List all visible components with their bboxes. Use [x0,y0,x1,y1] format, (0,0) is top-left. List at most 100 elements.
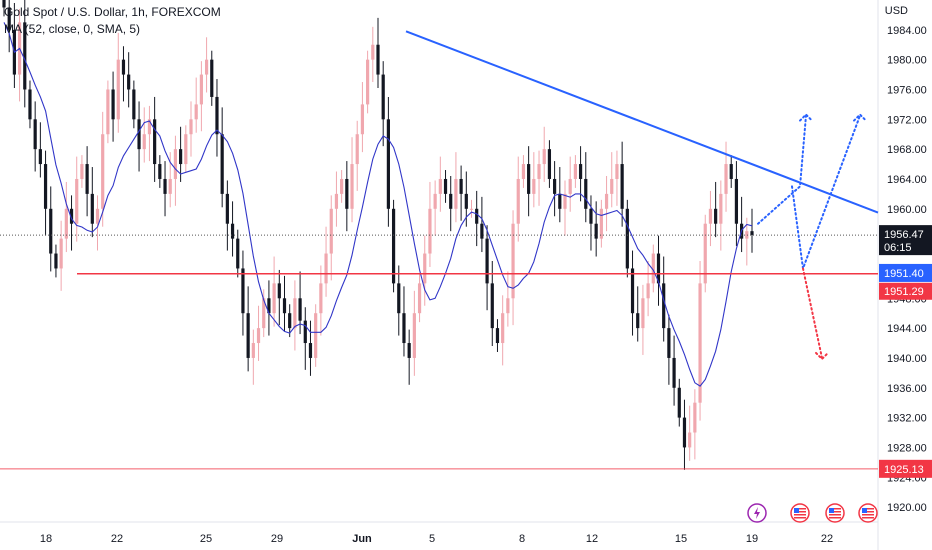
flag-stripe [829,514,841,516]
candle-body [340,178,344,194]
candle-body [7,7,11,30]
candle-body [2,0,6,8]
candle-body [480,223,484,239]
flag-stripe [862,517,874,519]
candle-body [262,298,266,329]
candle-body [625,208,629,269]
candle-body [506,298,510,314]
flag-stripe [794,508,806,510]
candle-body [319,283,323,314]
candle-body [69,208,74,224]
candle-body [137,119,141,150]
candle-body [485,238,489,284]
bottom-level-label-bg [879,459,932,478]
last-price-badge-bg [879,225,932,256]
candle-body [662,283,666,329]
x-tick-label: 25 [200,533,212,545]
flag-canton [794,508,799,513]
candle-body [54,253,58,269]
candle-body [604,193,609,209]
lightning-glyph [754,507,760,519]
candle-body [573,164,577,179]
candle-body [116,59,120,120]
candle-body [490,283,494,329]
flag-stripe [862,511,874,513]
candle-body [745,231,749,239]
candle-body [28,89,32,120]
candle-body [121,59,126,75]
candle-body [236,238,240,269]
y-tick-label: 1920.00 [887,502,927,514]
x-tick-label: 29 [271,533,283,545]
candle-body [599,208,603,239]
ma-value-label-bg [879,263,932,282]
candle-body [329,208,333,254]
candle-body [620,164,624,209]
candle-body [558,193,562,209]
y-tick-label: 1984.00 [887,25,927,37]
candle-body [293,298,297,329]
projection-arrowhead [799,113,813,122]
candle-body [449,193,453,209]
candle-body [381,74,385,120]
candle-body [59,238,63,269]
candle-body [386,119,390,209]
candle-body [324,253,328,284]
candle-body [511,223,515,299]
candle-body [459,178,463,194]
candle-body [360,104,365,135]
projection-arrowhead [853,113,867,122]
candle-body [158,164,162,179]
candle-body [547,149,552,179]
flag-stripe [794,517,806,519]
projection-path [757,114,807,225]
candle-body [646,283,650,299]
candle-body [750,231,754,235]
indicator-label[interactable]: MA (52, close, 0, SMA, 5) [4,22,141,36]
candle-body [101,134,105,209]
flag-stripe [829,511,841,513]
candle-body [703,223,707,284]
candle-body [111,89,115,120]
candle-body [163,178,167,194]
candle-body [734,178,739,224]
x-tick-label: 5 [429,533,435,545]
candle-body [698,283,702,403]
candle-body [334,193,339,209]
candle-body [272,283,276,314]
ma-value-label: 1951.40 [884,268,924,280]
y-tick-label: 1964.00 [887,174,927,186]
us-flag-icon [825,503,845,523]
candle-body [584,178,588,209]
candle-body [729,164,733,179]
candle-body [43,164,48,209]
candle-body [651,253,655,284]
candle-body [153,119,157,165]
x-tick-label: 15 [675,533,687,545]
candle-body [708,208,713,224]
y-tick-label: 1980.00 [887,55,927,67]
candle-body [402,313,406,344]
candle-body [501,313,505,344]
candle-body [714,208,718,224]
candle-body [350,164,354,209]
candle-body [693,402,697,433]
bottom-level-label: 1925.13 [884,464,924,476]
candle-body [204,59,209,75]
flag-stripe [794,511,806,513]
x-tick-label: Jun [352,533,372,545]
candle-body [443,178,448,194]
candle-body [594,223,598,239]
candle-body [672,357,676,388]
candle-body [469,208,474,210]
support-value-label: 1951.29 [884,286,924,298]
y-tick-label: 1968.00 [887,144,927,156]
us-flag-icon [790,503,810,523]
currency-label[interactable]: USD [884,5,908,17]
symbol-title[interactable]: Gold Spot / U.S. Dollar, 1h, FOREXCOM [4,5,221,19]
candle-body [682,417,687,448]
candle-body [563,193,567,209]
candle-body [719,193,723,224]
